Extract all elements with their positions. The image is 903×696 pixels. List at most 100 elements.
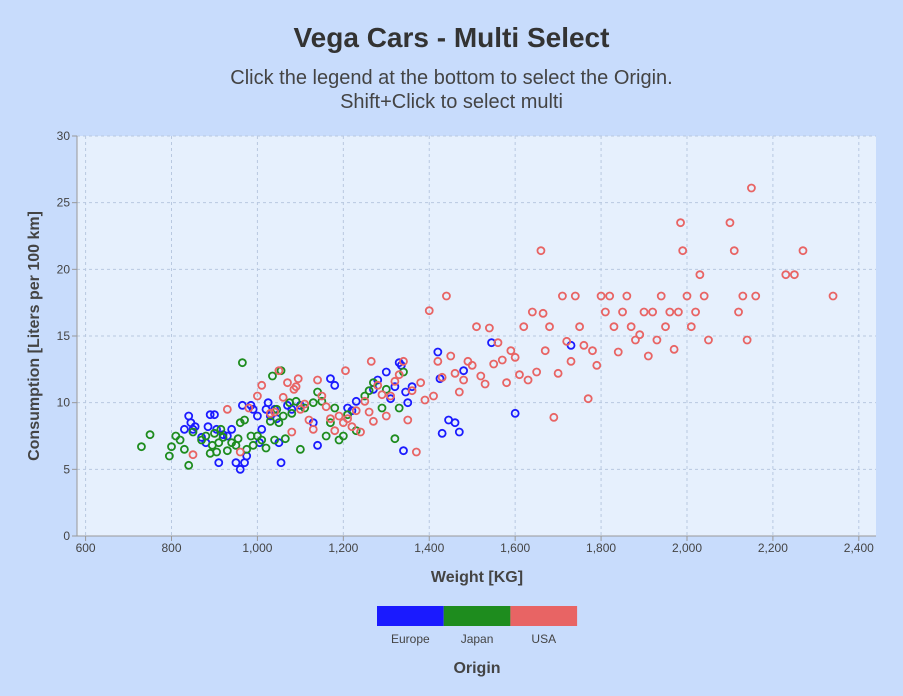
data-point[interactable]	[399, 356, 408, 366]
data-point[interactable]	[360, 391, 370, 401]
data-point[interactable]	[467, 360, 477, 370]
data-point[interactable]	[222, 404, 232, 414]
data-point[interactable]	[789, 270, 799, 280]
data-point[interactable]	[429, 391, 438, 401]
data-point[interactable]	[341, 366, 350, 376]
data-point[interactable]	[523, 375, 533, 385]
data-point[interactable]	[686, 322, 696, 332]
data-point[interactable]	[639, 307, 649, 317]
data-point[interactable]	[313, 375, 322, 385]
data-point[interactable]	[235, 447, 245, 457]
data-point[interactable]	[214, 458, 224, 468]
data-point[interactable]	[381, 384, 391, 394]
data-point[interactable]	[287, 427, 297, 437]
data-point[interactable]	[403, 415, 413, 425]
data-point[interactable]	[364, 386, 374, 396]
data-point[interactable]	[293, 374, 303, 384]
data-point[interactable]	[360, 396, 370, 406]
data-point[interactable]	[321, 402, 331, 412]
data-point[interactable]	[265, 416, 275, 426]
data-point[interactable]	[553, 368, 563, 378]
data-point[interactable]	[506, 346, 516, 356]
data-point[interactable]	[216, 424, 226, 434]
data-point[interactable]	[278, 411, 288, 421]
data-point[interactable]	[450, 368, 460, 378]
data-point[interactable]	[248, 440, 258, 450]
data-point[interactable]	[369, 416, 378, 426]
data-point[interactable]	[330, 380, 340, 390]
data-point[interactable]	[631, 335, 640, 345]
data-point[interactable]	[373, 380, 383, 390]
data-point[interactable]	[437, 372, 447, 382]
data-point[interactable]	[265, 408, 275, 418]
data-point[interactable]	[596, 291, 606, 301]
data-point[interactable]	[338, 431, 348, 441]
data-point[interactable]	[205, 410, 215, 420]
data-point[interactable]	[699, 291, 709, 301]
data-point[interactable]	[588, 346, 597, 356]
data-point[interactable]	[184, 460, 194, 470]
data-point[interactable]	[214, 438, 224, 448]
data-point[interactable]	[626, 322, 636, 332]
data-point[interactable]	[682, 291, 692, 301]
data-point[interactable]	[446, 351, 456, 361]
data-point[interactable]	[263, 398, 273, 408]
data-point[interactable]	[476, 371, 486, 381]
data-point[interactable]	[313, 440, 322, 450]
data-point[interactable]	[519, 322, 529, 332]
data-point[interactable]	[326, 374, 335, 384]
data-point[interactable]	[648, 307, 658, 317]
data-point[interactable]	[343, 410, 353, 420]
data-point[interactable]	[570, 291, 580, 301]
data-point[interactable]	[145, 430, 155, 440]
data-point[interactable]	[742, 335, 752, 345]
data-point[interactable]	[407, 382, 417, 392]
data-point[interactable]	[613, 347, 623, 357]
data-point[interactable]	[562, 336, 572, 346]
data-point[interactable]	[538, 308, 548, 318]
data-point[interactable]	[704, 335, 713, 345]
data-point[interactable]	[656, 291, 666, 301]
data-point[interactable]	[321, 431, 331, 441]
data-point[interactable]	[326, 418, 335, 428]
data-point[interactable]	[295, 444, 305, 454]
data-point[interactable]	[240, 415, 249, 425]
data-point[interactable]	[203, 422, 213, 432]
data-point[interactable]	[450, 418, 460, 428]
data-point[interactable]	[257, 435, 267, 445]
data-point[interactable]	[222, 446, 232, 456]
data-point[interactable]	[274, 418, 284, 428]
data-point[interactable]	[622, 291, 632, 301]
data-point[interactable]	[386, 391, 395, 401]
data-point[interactable]	[167, 442, 176, 452]
data-point[interactable]	[390, 434, 400, 444]
data-point[interactable]	[695, 270, 705, 280]
data-point[interactable]	[532, 367, 542, 377]
data-point[interactable]	[781, 270, 791, 280]
data-point[interactable]	[253, 391, 262, 401]
data-point[interactable]	[276, 458, 286, 468]
data-point[interactable]	[390, 382, 400, 392]
data-point[interactable]	[280, 434, 290, 444]
data-point[interactable]	[433, 347, 443, 357]
data-point[interactable]	[201, 431, 211, 441]
data-point[interactable]	[386, 394, 395, 404]
data-point[interactable]	[261, 443, 271, 453]
data-point[interactable]	[480, 379, 490, 389]
data-point[interactable]	[197, 432, 206, 442]
data-point[interactable]	[287, 408, 297, 418]
data-point[interactable]	[459, 375, 469, 385]
data-point[interactable]	[248, 404, 258, 414]
data-point[interactable]	[575, 322, 584, 332]
legend-label-usa[interactable]: USA	[531, 632, 556, 646]
data-point[interactable]	[278, 392, 288, 402]
data-point[interactable]	[493, 338, 503, 348]
data-point[interactable]	[635, 330, 645, 340]
data-point[interactable]	[347, 422, 357, 432]
data-point[interactable]	[304, 415, 314, 425]
data-point[interactable]	[691, 307, 700, 317]
data-point[interactable]	[605, 291, 615, 301]
data-point[interactable]	[270, 407, 280, 417]
data-point[interactable]	[459, 366, 469, 376]
data-point[interactable]	[210, 428, 219, 438]
